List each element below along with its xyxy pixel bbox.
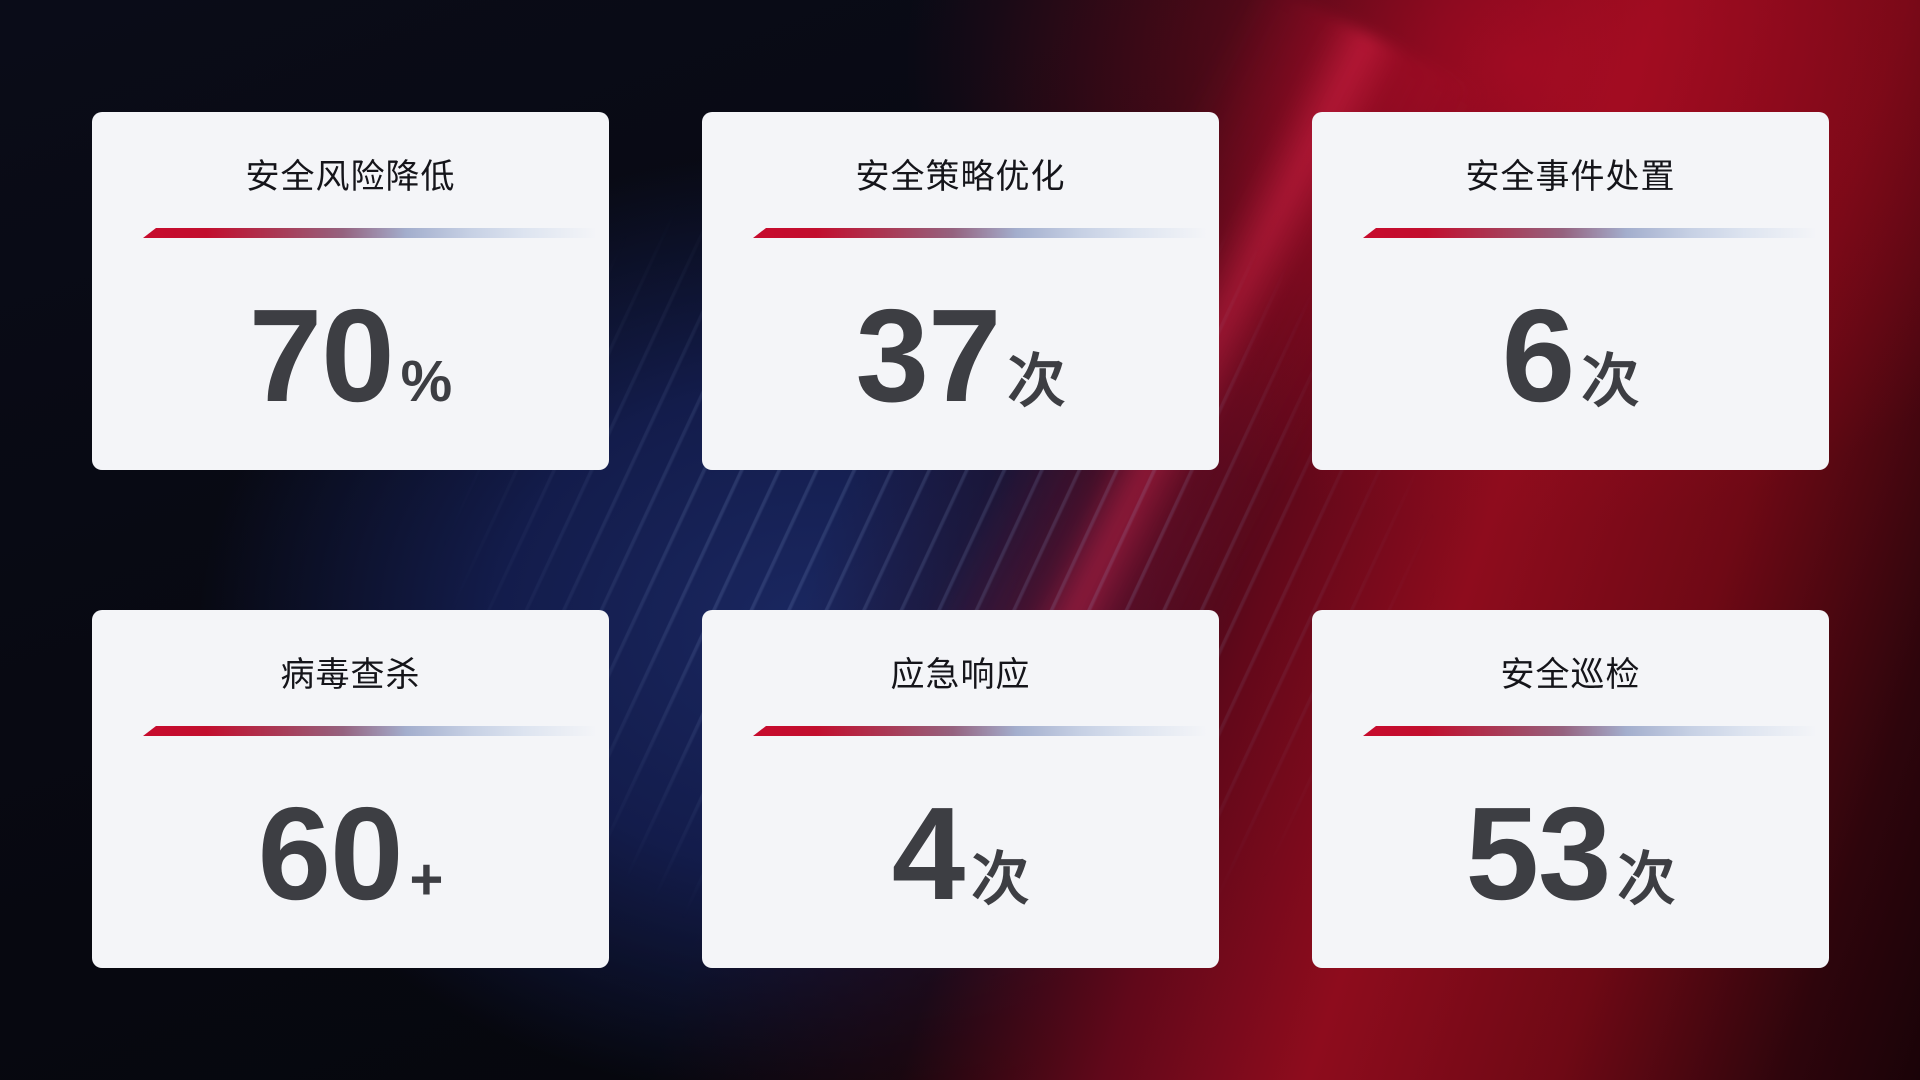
stat-value: 60 — [257, 780, 404, 927]
stat-card-title: 应急响应 — [890, 656, 1031, 694]
stat-value: 37 — [855, 282, 1002, 429]
stat-unit: + — [409, 847, 444, 912]
stat-card-incident-handling: 安全事件处置 6 次 — [1312, 112, 1829, 470]
stat-card-policy-optimization: 安全策略优化 37 次 — [702, 112, 1219, 470]
stat-card-title: 安全风险降低 — [245, 158, 456, 196]
stat-value: 70 — [248, 282, 395, 429]
stat-unit: 次 — [1581, 349, 1640, 414]
stat-unit: 次 — [971, 847, 1030, 912]
stat-value-row: 6 次 — [1312, 290, 1829, 422]
stat-cards-grid: 安全风险降低 70 % 安全策略优化 37 次 安全事件处置 6 次 病毒查 — [92, 112, 1829, 968]
stat-value-row: 60 + — [92, 788, 609, 920]
stat-unit: 次 — [1007, 349, 1066, 414]
stat-value: 4 — [891, 780, 965, 927]
divider-gradient-line — [143, 726, 597, 736]
divider-gradient-line — [1363, 228, 1817, 238]
divider-gradient-line — [1363, 726, 1817, 736]
stat-card-title: 病毒查杀 — [280, 656, 421, 694]
stat-value-row: 70 % — [92, 290, 609, 422]
stat-card-title: 安全巡检 — [1500, 656, 1641, 694]
stat-value: 53 — [1465, 780, 1612, 927]
stat-unit: 次 — [1617, 847, 1676, 912]
stat-value: 6 — [1501, 282, 1575, 429]
divider-gradient-line — [753, 228, 1207, 238]
stat-card-title: 安全策略优化 — [855, 158, 1066, 196]
stat-unit: % — [400, 349, 453, 414]
stat-value-row: 37 次 — [702, 290, 1219, 422]
stat-card-title: 安全事件处置 — [1465, 158, 1676, 196]
stat-card-emergency-response: 应急响应 4 次 — [702, 610, 1219, 968]
stat-card-virus-scan: 病毒查杀 60 + — [92, 610, 609, 968]
stat-value-row: 53 次 — [1312, 788, 1829, 920]
divider-gradient-line — [753, 726, 1207, 736]
divider-gradient-line — [143, 228, 597, 238]
stat-value-row: 4 次 — [702, 788, 1219, 920]
stat-card-security-inspection: 安全巡检 53 次 — [1312, 610, 1829, 968]
stat-card-security-risk: 安全风险降低 70 % — [92, 112, 609, 470]
